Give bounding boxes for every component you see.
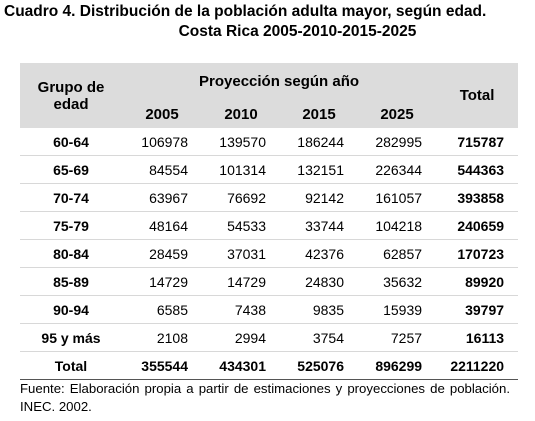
table-cell: 42376	[280, 239, 358, 268]
table-cell: 3754	[280, 323, 358, 352]
table-row: Total 355544 434301 525076 896299 2211220	[20, 351, 519, 380]
table-row: 60-64 106978 139570 186244 282995 715787	[20, 128, 519, 156]
table-cell: 16113	[436, 323, 519, 352]
header-cell: Total	[436, 63, 519, 128]
table-row: 85-89 14729 14729 24830 35632 89920	[20, 267, 519, 296]
table-cell: 24830	[280, 267, 358, 296]
table-cell: 139570	[202, 128, 280, 156]
table-cell: 33744	[280, 211, 358, 240]
table-cell: 7438	[202, 295, 280, 324]
table-cell: 6585	[122, 295, 202, 324]
table-cell: 54533	[202, 211, 280, 240]
table-cell: 89920	[436, 267, 519, 296]
table-cell: 186244	[280, 128, 358, 156]
table-cell: 62857	[358, 239, 437, 268]
table-cell: Total	[20, 351, 122, 380]
table-cell: 39797	[436, 295, 519, 324]
table-cell: 240659	[436, 211, 519, 240]
table-cell: 106978	[122, 128, 202, 156]
table-cell: 28459	[122, 239, 202, 268]
table-cell: 101314	[202, 155, 280, 184]
table-cell: 525076	[280, 351, 358, 380]
table-cell: 60-64	[20, 128, 122, 156]
table-row: 80-84 28459 37031 42376 62857 170723	[20, 239, 519, 268]
table-row: 65-69 84554 101314 132151 226344 544363	[20, 155, 519, 184]
table-cell: 76692	[202, 183, 280, 212]
table-cell: 170723	[436, 239, 519, 268]
table-cell: 37031	[202, 239, 280, 268]
table-cell: 355544	[122, 351, 202, 380]
table-cell: 14729	[202, 267, 280, 296]
table-cell: 35632	[358, 267, 437, 296]
table-cell: 84554	[122, 155, 202, 184]
table-cell: 132151	[280, 155, 358, 184]
table-cell: 92142	[280, 183, 358, 212]
table-cell: 544363	[436, 155, 519, 184]
table-cell: 104218	[358, 211, 437, 240]
table-cell: 896299	[358, 351, 437, 380]
table-cell: 161057	[358, 183, 437, 212]
table-cell: 95 y más	[20, 323, 122, 352]
table-cell: 48164	[122, 211, 202, 240]
table-row: 70-74 63967 76692 92142 161057 393858	[20, 183, 519, 212]
table-cell: 715787	[436, 128, 519, 156]
table-row: 75-79 48164 54533 33744 104218 240659	[20, 211, 519, 240]
subtitle: Costa Rica 2005-2010-2015-2025	[178, 23, 417, 40]
table-cell: 282995	[358, 128, 437, 156]
table-cell: 70-74	[20, 183, 122, 212]
table-cell: 226344	[358, 155, 437, 184]
header-cell: 2015	[280, 100, 358, 128]
table-cell: 434301	[202, 351, 280, 380]
header-cell: Grupo de edad	[20, 63, 122, 128]
table-cell: 14729	[122, 267, 202, 296]
table-row: 95 y más 2108 2994 3754 7257 16113	[20, 323, 519, 352]
title: Cuadro 4. Distribución de la población a…	[4, 3, 487, 20]
header-cell: Proyección según año	[122, 63, 437, 100]
table-cell: 9835	[280, 295, 358, 324]
table-cell: 63967	[122, 183, 202, 212]
table-cell: 2108	[122, 323, 202, 352]
footnote: Fuente: Elaboración propia a partir de e…	[20, 381, 510, 414]
table-cell: 85-89	[20, 267, 122, 296]
table-cell: 80-84	[20, 239, 122, 268]
table-cell: 75-79	[20, 211, 122, 240]
header-cell: 2025	[358, 100, 437, 128]
table-row: 90-94 6585 7438 9835 15939 39797	[20, 295, 519, 324]
table-header: Grupo de edad Proyección según año Total…	[20, 63, 519, 128]
table-cell: 65-69	[20, 155, 122, 184]
table-cell: 90-94	[20, 295, 122, 324]
table: Grupo de edad Proyección según año Total…	[20, 63, 519, 380]
table-body: 60-64 106978 139570 186244 282995 715787 65-69…	[20, 128, 519, 380]
table-cell: 393858	[436, 183, 519, 212]
header-cell: 2005	[122, 100, 202, 128]
table-cell: 15939	[358, 295, 437, 324]
header-cell: 2010	[202, 100, 280, 128]
table-cell: 7257	[358, 323, 437, 352]
table-cell: 2211220	[436, 351, 519, 380]
table-cell: 2994	[202, 323, 280, 352]
